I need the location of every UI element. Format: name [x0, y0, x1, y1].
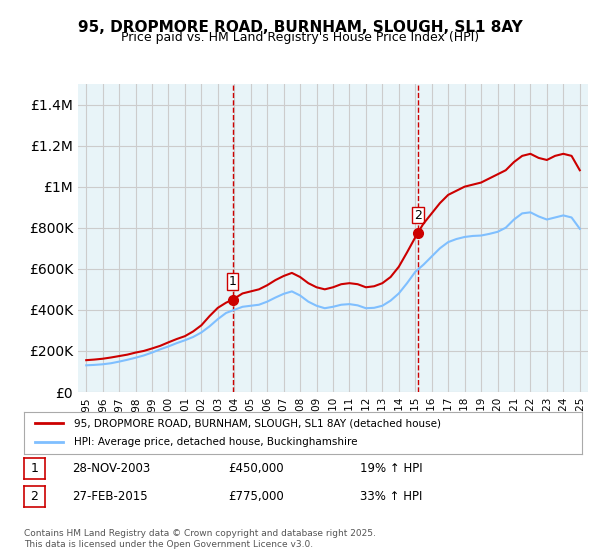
- Text: 2: 2: [414, 208, 422, 222]
- Text: 2: 2: [31, 489, 38, 503]
- Text: £775,000: £775,000: [228, 490, 284, 503]
- Text: 27-FEB-2015: 27-FEB-2015: [72, 490, 148, 503]
- Text: Price paid vs. HM Land Registry's House Price Index (HPI): Price paid vs. HM Land Registry's House …: [121, 31, 479, 44]
- Text: HPI: Average price, detached house, Buckinghamshire: HPI: Average price, detached house, Buck…: [74, 437, 358, 447]
- Text: 1: 1: [31, 461, 38, 475]
- Text: £450,000: £450,000: [228, 462, 284, 475]
- Text: 28-NOV-2003: 28-NOV-2003: [72, 462, 150, 475]
- Text: 33% ↑ HPI: 33% ↑ HPI: [360, 490, 422, 503]
- Text: 19% ↑ HPI: 19% ↑ HPI: [360, 462, 422, 475]
- Text: 1: 1: [229, 276, 236, 288]
- Text: 95, DROPMORE ROAD, BURNHAM, SLOUGH, SL1 8AY: 95, DROPMORE ROAD, BURNHAM, SLOUGH, SL1 …: [77, 20, 523, 35]
- Text: 95, DROPMORE ROAD, BURNHAM, SLOUGH, SL1 8AY (detached house): 95, DROPMORE ROAD, BURNHAM, SLOUGH, SL1 …: [74, 418, 441, 428]
- Text: Contains HM Land Registry data © Crown copyright and database right 2025.
This d: Contains HM Land Registry data © Crown c…: [24, 529, 376, 549]
